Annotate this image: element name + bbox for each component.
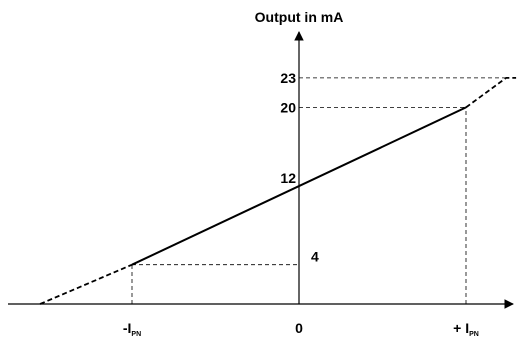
y-axis-label: Output in mA — [255, 9, 344, 25]
reference-lines — [131, 77, 507, 304]
series-segment-dashed-2 — [465, 77, 517, 109]
x-tick-subscript: PN — [469, 331, 479, 338]
x-tick-label: 0 — [295, 320, 303, 336]
axes — [8, 31, 514, 309]
x-tick-subscript: PN — [131, 331, 141, 338]
series — [39, 77, 517, 305]
y-tick-label: 12 — [280, 170, 296, 186]
labels: Output in mA 4 12 20 23 -IPN 0 + IPN — [123, 9, 479, 338]
series-segment-dashed-0 — [39, 263, 133, 305]
x-tick-label: -IPN — [123, 320, 141, 338]
series-segment-solid-1 — [131, 106, 467, 266]
y-tick-label: 20 — [280, 99, 296, 115]
y-tick-label: 23 — [280, 70, 296, 86]
x-tick-label: + IPN — [453, 320, 479, 338]
y-tick-label: 4 — [311, 249, 319, 265]
